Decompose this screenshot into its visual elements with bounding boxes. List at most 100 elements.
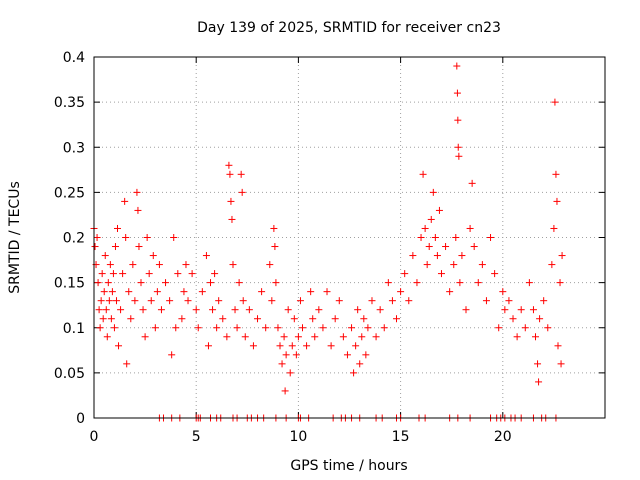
data-point xyxy=(215,297,223,305)
data-point xyxy=(145,270,153,278)
y-tick-label: 0.25 xyxy=(54,185,85,201)
data-point xyxy=(499,288,507,296)
data-point xyxy=(413,279,421,287)
data-point xyxy=(110,324,118,332)
data-point xyxy=(534,360,542,368)
data-point xyxy=(149,252,157,260)
data-point xyxy=(115,342,123,350)
data-point xyxy=(474,279,482,287)
data-point xyxy=(425,243,433,251)
data-point xyxy=(290,315,298,323)
data-point xyxy=(101,252,109,260)
y-tick-label: 0.1 xyxy=(63,321,85,337)
x-tick-label: 5 xyxy=(192,429,201,445)
data-point xyxy=(153,288,161,296)
data-point xyxy=(354,306,362,314)
data-point xyxy=(429,188,437,196)
data-point xyxy=(433,252,441,260)
data-point xyxy=(266,261,274,269)
data-point xyxy=(272,279,280,287)
grid xyxy=(94,57,605,418)
data-point xyxy=(133,188,141,196)
data-point xyxy=(364,324,372,332)
data-point xyxy=(184,297,192,305)
data-point xyxy=(339,333,347,341)
data-point xyxy=(162,279,170,287)
y-tick-label: 0.35 xyxy=(54,95,85,111)
data-point xyxy=(298,324,306,332)
data-point xyxy=(358,333,366,341)
data-point xyxy=(168,351,176,359)
data-point xyxy=(192,306,200,314)
data-point xyxy=(227,197,235,205)
data-point xyxy=(213,324,221,332)
data-point xyxy=(270,224,278,232)
data-point xyxy=(529,306,537,314)
data-point xyxy=(223,333,231,341)
data-point xyxy=(127,315,135,323)
data-point xyxy=(303,342,311,350)
data-point xyxy=(188,270,196,278)
data-point xyxy=(482,297,490,305)
data-point xyxy=(182,261,190,269)
data-point xyxy=(309,315,317,323)
y-tick-label: 0.4 xyxy=(63,50,85,66)
data-point xyxy=(427,215,435,223)
data-point xyxy=(258,288,266,296)
data-point xyxy=(194,324,202,332)
data-point xyxy=(331,315,339,323)
data-point xyxy=(100,288,108,296)
data-point xyxy=(104,279,112,287)
data-point xyxy=(466,224,474,232)
data-point xyxy=(98,270,106,278)
data-point xyxy=(111,243,119,251)
data-point xyxy=(170,234,178,241)
data-point xyxy=(228,215,236,223)
data-point xyxy=(284,306,292,314)
data-point xyxy=(455,152,463,160)
data-point xyxy=(112,297,120,305)
data-point xyxy=(421,224,429,232)
data-point xyxy=(209,306,217,314)
data-point xyxy=(372,333,380,341)
data-point xyxy=(135,243,143,251)
data-point xyxy=(107,315,115,323)
data-point xyxy=(525,279,533,287)
data-point xyxy=(172,324,180,332)
plot-frame xyxy=(93,56,606,419)
data-point xyxy=(388,297,396,305)
data-point xyxy=(211,270,219,278)
data-point xyxy=(350,369,358,377)
data-point xyxy=(356,360,364,368)
data-point xyxy=(431,234,439,241)
data-point xyxy=(548,261,556,269)
data-point xyxy=(319,324,327,332)
data-point xyxy=(521,324,529,332)
data-point xyxy=(202,252,210,260)
data-point xyxy=(108,288,116,296)
data-point xyxy=(454,143,462,151)
y-tick-label: 0.15 xyxy=(54,276,85,292)
data-point xyxy=(487,234,495,241)
data-point xyxy=(204,342,212,350)
data-point xyxy=(122,234,130,241)
data-point xyxy=(134,206,142,214)
data-point xyxy=(141,333,149,341)
data-point xyxy=(352,342,360,350)
data-point xyxy=(296,297,304,305)
data-point xyxy=(456,279,464,287)
data-point xyxy=(393,315,401,323)
data-point xyxy=(280,333,288,341)
data-point xyxy=(505,297,513,305)
data-point xyxy=(292,351,300,359)
data-point xyxy=(229,261,237,269)
data-point xyxy=(147,297,155,305)
data-point xyxy=(558,252,566,260)
data-point xyxy=(235,279,243,287)
data-point xyxy=(360,315,368,323)
data-point xyxy=(103,333,111,341)
data-point xyxy=(239,297,247,305)
data-point xyxy=(544,324,552,332)
y-tick-label: 0.3 xyxy=(63,140,85,156)
